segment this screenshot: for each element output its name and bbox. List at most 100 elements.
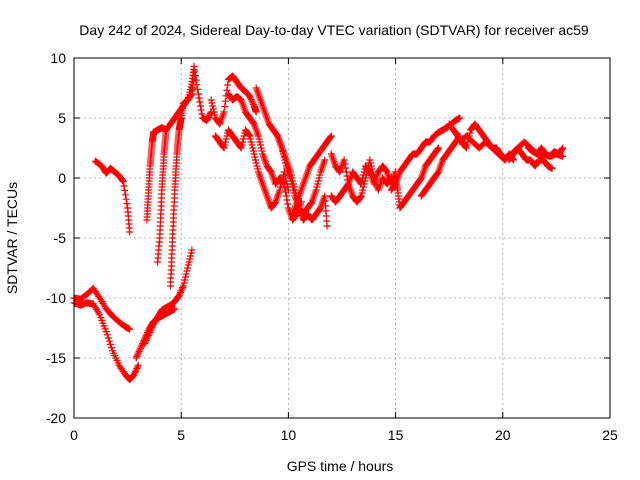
data-point	[222, 138, 229, 146]
data-point	[191, 67, 199, 75]
data-point	[119, 177, 127, 185]
data-point	[137, 344, 144, 352]
data-point	[340, 156, 348, 164]
data-point	[271, 199, 279, 207]
data-point	[103, 331, 111, 339]
data-point	[192, 76, 200, 84]
data-point	[341, 160, 349, 168]
y-tick-label: 0	[58, 170, 66, 186]
series-arc-x	[505, 144, 556, 172]
data-point	[179, 282, 187, 290]
series-arc-m	[224, 90, 305, 224]
data-point	[223, 86, 231, 94]
y-tick-label: -10	[46, 290, 66, 306]
data-point	[248, 97, 256, 105]
data-point	[249, 147, 257, 155]
data-point	[463, 141, 471, 149]
data-point	[143, 335, 151, 343]
data-point	[246, 132, 254, 140]
data-point	[197, 106, 205, 114]
data-point	[177, 288, 184, 296]
data-point	[250, 150, 258, 158]
data-point	[321, 156, 329, 164]
series-arc-g	[149, 72, 198, 136]
series-arc-c	[91, 157, 134, 236]
data-point	[131, 369, 139, 377]
data-point	[188, 246, 196, 254]
series-arc-o	[274, 132, 331, 230]
series-arc-e	[141, 246, 196, 348]
data-point	[249, 144, 257, 152]
data-point	[358, 177, 366, 185]
data-point	[142, 338, 149, 346]
data-point	[558, 145, 566, 153]
data-point	[211, 111, 219, 119]
data-point	[466, 129, 474, 137]
data-point	[102, 328, 110, 336]
data-point	[456, 114, 464, 122]
data-point	[207, 96, 215, 104]
data-point	[357, 193, 365, 201]
data-point	[313, 183, 321, 191]
data-point	[121, 186, 129, 194]
data-point	[237, 144, 245, 152]
series-arc-r	[327, 162, 400, 206]
data-point	[357, 180, 365, 188]
series-arc-k	[207, 72, 260, 128]
series-arc-p	[289, 132, 335, 218]
data-point	[359, 186, 367, 194]
data-point	[316, 205, 324, 213]
data-point	[162, 126, 170, 134]
series-arc-h	[154, 126, 170, 266]
data-point	[365, 167, 373, 175]
data-point	[359, 171, 367, 179]
data-point	[196, 98, 204, 106]
data-point	[247, 94, 254, 102]
data-point	[146, 328, 154, 336]
data-point	[282, 188, 289, 196]
data-point	[435, 144, 442, 152]
data-point	[207, 109, 214, 117]
data-point	[289, 180, 297, 188]
data-point	[176, 290, 184, 298]
data-point	[258, 147, 266, 155]
data-point	[186, 255, 194, 263]
data-point	[194, 90, 202, 98]
grid	[74, 58, 610, 418]
data-point	[382, 167, 390, 175]
data-point	[133, 352, 141, 360]
x-tick-label: 20	[495, 427, 511, 443]
data-point	[132, 354, 140, 362]
axis-ticks: 0 5 10 15 20 25 -20 -15 -10 -5 0 5 10	[46, 50, 618, 443]
data-point	[323, 222, 331, 230]
data-point	[220, 108, 228, 116]
data-point	[238, 141, 246, 149]
data-point	[249, 119, 257, 127]
data-point	[284, 200, 292, 208]
data-point	[358, 189, 366, 197]
data-point	[122, 195, 130, 203]
data-point	[132, 366, 140, 374]
data-point	[434, 145, 442, 153]
data-point	[177, 287, 185, 295]
x-tick-label: 0	[70, 427, 78, 443]
data-point	[209, 102, 217, 110]
data-point	[134, 363, 142, 371]
data-point	[197, 102, 204, 110]
series-arc-j	[177, 62, 215, 124]
data-point	[193, 81, 201, 89]
data-point	[187, 252, 194, 260]
data-point	[251, 153, 259, 161]
data-point	[327, 132, 335, 140]
data-point	[122, 191, 129, 199]
data-point	[559, 152, 567, 160]
data-point	[282, 192, 290, 200]
series-arc-s	[387, 114, 464, 194]
y-tick-label: 10	[50, 50, 66, 66]
x-tick-label: 25	[602, 427, 618, 443]
data-point	[249, 99, 257, 107]
data-point	[247, 135, 254, 143]
data-point	[314, 180, 322, 188]
data-point	[222, 97, 229, 105]
chart-title: Day 242 of 2024, Sidereal Day-to-day VTE…	[79, 22, 589, 38]
